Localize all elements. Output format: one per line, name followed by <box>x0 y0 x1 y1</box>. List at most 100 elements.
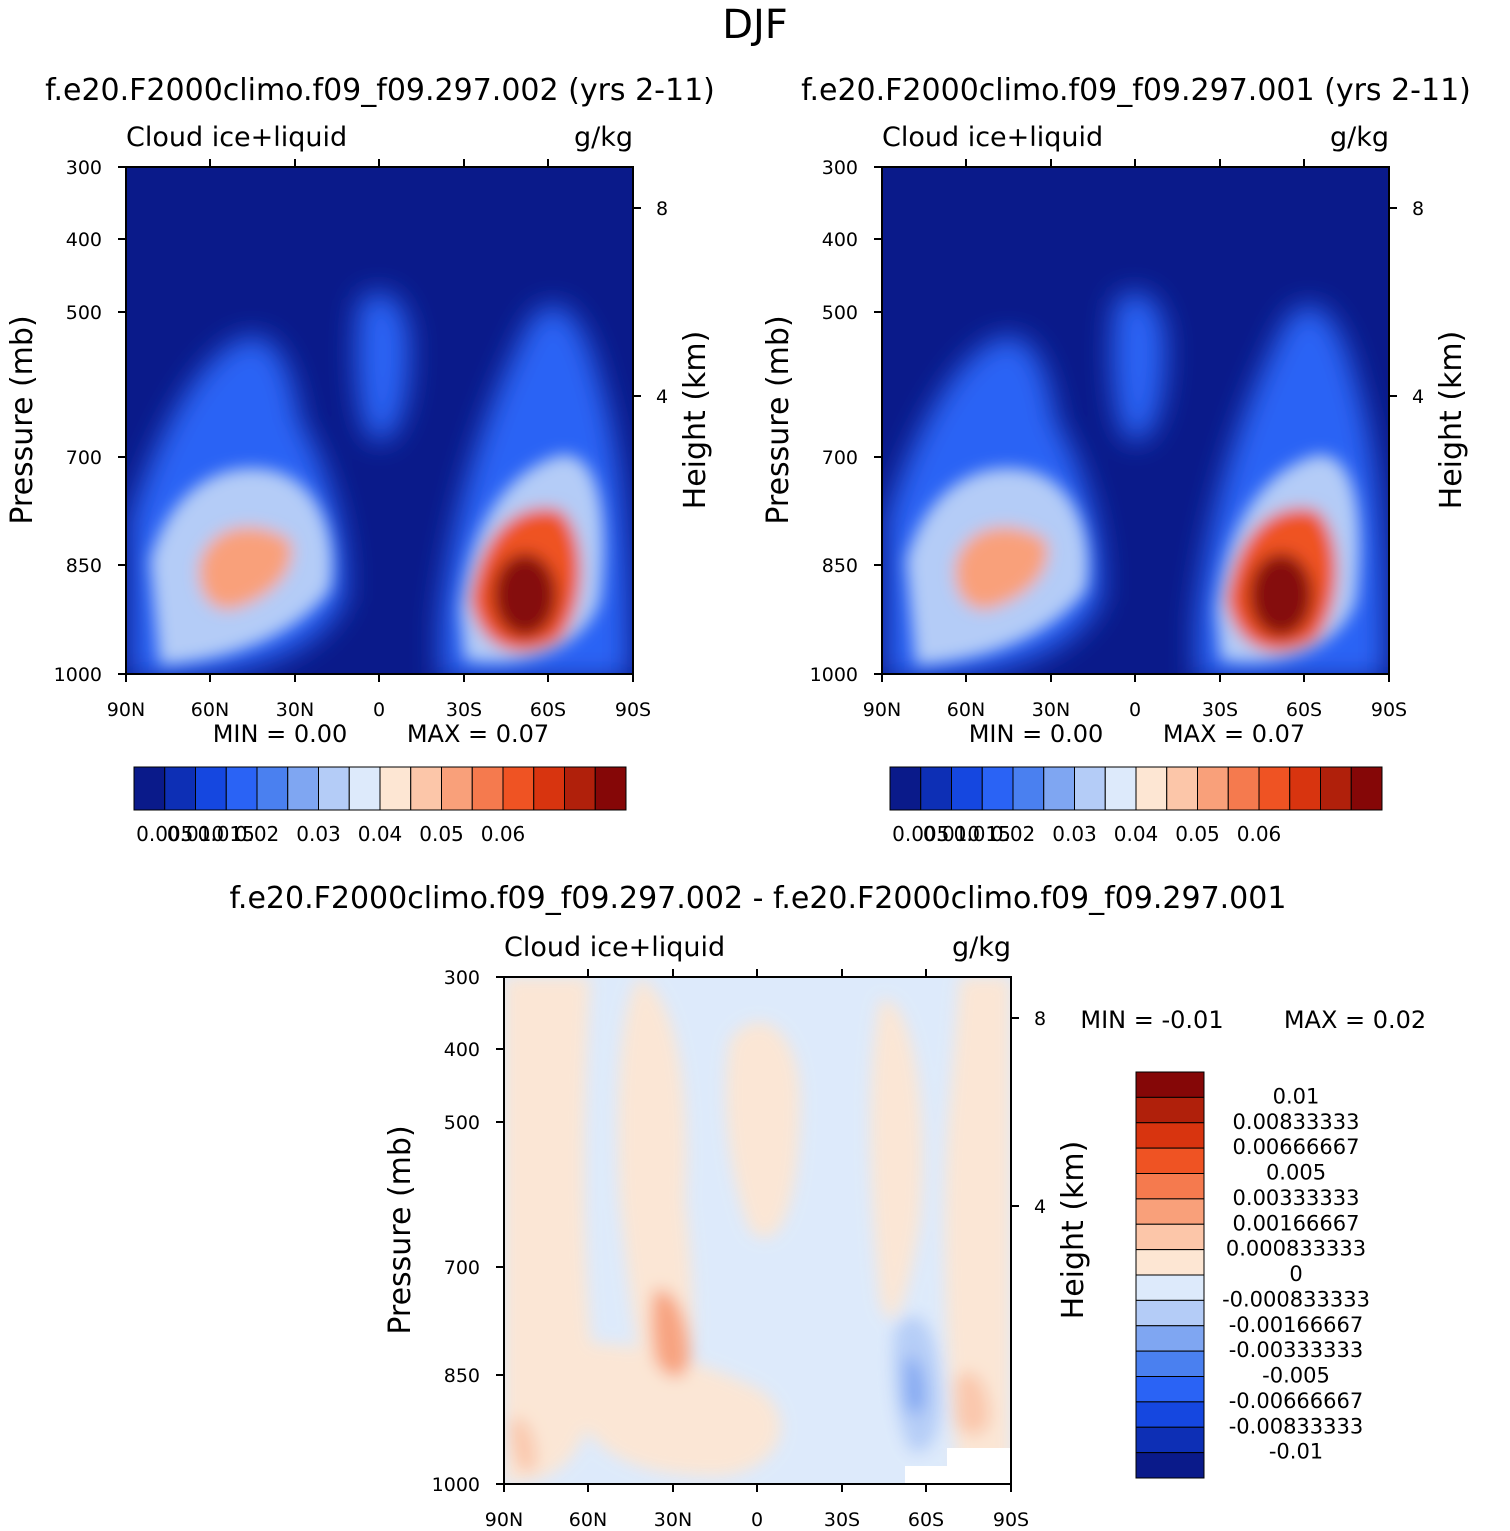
colorbar-tick-label: 0.015 <box>954 822 1011 846</box>
max-label: MAX = 0.07 <box>1163 720 1305 748</box>
colorbar-tick-label: 0.02 <box>991 822 1036 846</box>
colorbar-tick-label: 0.005 <box>1266 1161 1326 1185</box>
colorbar-box <box>951 766 983 811</box>
colorbar-box <box>1135 1096 1205 1124</box>
panel-title: f.e20.F2000climo.f09_f09.297.002 - f.e20… <box>230 881 1287 916</box>
y2-axis-label: Height (km) <box>1056 1141 1091 1320</box>
colorbar-box <box>225 766 258 811</box>
y-axis: 300 400 500 700 850 1000 Pressure (mb) <box>5 157 126 686</box>
colorbar-box <box>1197 766 1229 811</box>
colorbar-box <box>1135 766 1168 811</box>
x-tick-label: 30S <box>446 699 482 721</box>
x-axis: 90N 60N 30N 0 30S 60S 90S <box>107 159 651 721</box>
contour-band-outer <box>1111 292 1166 442</box>
colorbar-tick-label: 0.005 <box>892 822 949 846</box>
colorbar-tick-label: 0.010 <box>923 822 980 846</box>
colorbar-box <box>1135 1198 1205 1225</box>
colorbar-box <box>1135 1223 1205 1251</box>
colorbar-box <box>1043 766 1075 811</box>
colorbar-tick-label: 0.00166667 <box>1233 1211 1360 1235</box>
units-label: g/kg <box>1330 122 1389 153</box>
colorbar-box <box>164 766 196 811</box>
y2-axis: 8 4 Height (km) <box>633 198 713 509</box>
colorbar-box <box>1166 766 1198 811</box>
colorbar-tick-label: 0.00333333 <box>1233 1186 1360 1210</box>
y2-tick-label: 4 <box>1412 386 1424 408</box>
x-tick-label: 0 <box>751 1509 763 1531</box>
colorbar-box <box>564 766 596 811</box>
x-tick-label: 0 <box>373 699 385 721</box>
contour-band-negative <box>905 1357 925 1415</box>
y-tick-label: 700 <box>822 447 858 469</box>
panel-diff: f.e20.F2000climo.f09_f09.297.002 - f.e20… <box>230 881 1427 1531</box>
colorbar-box <box>1320 766 1352 811</box>
min-label: MIN = 0.00 <box>213 720 348 748</box>
y2-tick-label: 8 <box>1412 198 1424 220</box>
colorbar-box <box>1074 766 1106 811</box>
colorbar-tick-label: -0.000833333 <box>1222 1287 1370 1311</box>
colorbar-box <box>981 766 1014 811</box>
y-tick-label: 850 <box>444 1365 480 1387</box>
x-tick-label: 60S <box>1286 699 1322 721</box>
x-tick-label: 90N <box>485 1509 523 1531</box>
colorbar-box <box>1104 766 1137 811</box>
colorbar-box <box>1350 766 1383 811</box>
colorbar-box <box>318 766 350 811</box>
colorbar-box <box>1135 1325 1205 1352</box>
colorbar-box <box>1135 1249 1205 1276</box>
variable-label: Cloud ice+liquid <box>126 122 347 153</box>
colorbar-box <box>1135 1376 1205 1403</box>
colorbar-box <box>533 766 565 811</box>
variable-label: Cloud ice+liquid <box>504 932 725 963</box>
y-tick-label: 700 <box>444 1257 480 1279</box>
contour-band-positive <box>870 999 923 1320</box>
missing-data <box>947 1448 1011 1484</box>
units-label: g/kg <box>574 122 633 153</box>
colorbar-box <box>1012 766 1045 811</box>
colorbar-tick-label: 0.000833333 <box>1226 1237 1366 1261</box>
colorbar-box <box>195 766 227 811</box>
x-tick-label: 90N <box>863 699 901 721</box>
colorbar-box <box>1135 1147 1205 1174</box>
y-axis-label: Pressure (mb) <box>5 315 40 524</box>
colorbar-tick-label: -0.00833333 <box>1229 1414 1364 1438</box>
x-tick-label: 60N <box>191 699 229 721</box>
y-tick-label: 400 <box>822 229 858 251</box>
x-tick-label: 60S <box>908 1509 944 1531</box>
colorbar-box <box>1135 1299 1205 1327</box>
colorbar-tick-label: -0.00333333 <box>1229 1338 1364 1362</box>
y-tick-label: 300 <box>444 967 480 989</box>
x-tick-label: 30N <box>654 1509 692 1531</box>
colorbar-tick-label: -0.00166667 <box>1229 1313 1364 1337</box>
contour-band-warm <box>954 526 1048 610</box>
colorbar-box <box>502 766 535 811</box>
colorbar-box <box>287 766 319 811</box>
colorbar-box <box>1227 766 1260 811</box>
colorbar-box <box>256 766 289 811</box>
x-tick-label: 60N <box>947 699 985 721</box>
colorbar-box <box>1135 1401 1205 1428</box>
y-axis-label: Pressure (mb) <box>383 1125 418 1334</box>
colorbar-tick-label: 0.015 <box>198 822 255 846</box>
y2-axis-label: Height (km) <box>1434 331 1469 510</box>
y-tick-label: 500 <box>822 302 858 324</box>
colorbar-box <box>889 766 922 811</box>
colorbar-diff: 0.010.008333330.006666670.0050.003333330… <box>1135 1071 1370 1479</box>
contour-band-positive <box>944 977 1011 1480</box>
contour-band-warm <box>198 526 292 610</box>
y-tick-label: 700 <box>66 447 102 469</box>
y2-tick-label: 8 <box>656 198 668 220</box>
y-tick-label: 850 <box>822 555 858 577</box>
colorbar-box <box>441 766 473 811</box>
y-tick-label: 500 <box>444 1112 480 1134</box>
panel-title: f.e20.F2000climo.f09_f09.297.001 (yrs 2-… <box>801 73 1471 108</box>
contour-band-core <box>493 553 557 637</box>
panel-title: f.e20.F2000climo.f09_f09.297.002 (yrs 2-… <box>45 73 715 108</box>
contour-band-core <box>1249 553 1313 637</box>
min-label: MIN = -0.01 <box>1080 1006 1223 1034</box>
y2-axis: 8 4 Height (km) <box>1389 198 1469 509</box>
x-tick-label: 90S <box>1371 699 1407 721</box>
